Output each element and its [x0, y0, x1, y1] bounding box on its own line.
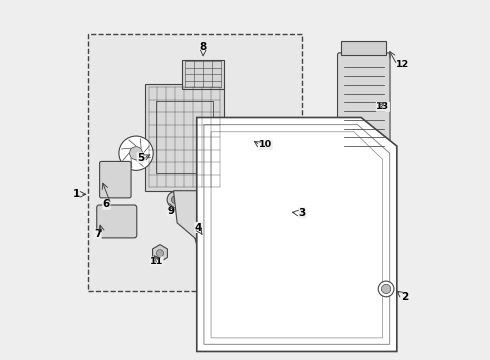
FancyBboxPatch shape [99, 161, 131, 198]
Circle shape [268, 208, 276, 216]
Bar [145, 84, 223, 191]
Bar [182, 60, 223, 89]
Circle shape [129, 147, 143, 160]
Text: 9: 9 [167, 206, 174, 216]
Circle shape [167, 192, 184, 208]
Text: 2: 2 [401, 292, 409, 302]
Bar [231, 125, 251, 153]
Circle shape [378, 281, 394, 297]
Text: 5: 5 [137, 153, 145, 163]
Text: 10: 10 [259, 140, 272, 149]
Text: 8: 8 [199, 42, 207, 52]
FancyBboxPatch shape [338, 53, 390, 159]
Text: 7: 7 [94, 229, 101, 239]
Circle shape [172, 196, 179, 203]
Text: 6: 6 [103, 199, 110, 209]
Bar [88, 33, 302, 291]
Circle shape [264, 204, 280, 220]
Text: 1: 1 [73, 189, 80, 199]
Text: 4: 4 [195, 222, 202, 233]
Circle shape [381, 284, 391, 294]
Polygon shape [193, 232, 217, 245]
FancyBboxPatch shape [97, 205, 137, 238]
Bar [156, 102, 213, 173]
Polygon shape [173, 191, 252, 244]
Text: 13: 13 [376, 102, 390, 111]
Circle shape [119, 136, 153, 170]
Bar [258, 200, 292, 225]
Text: 3: 3 [298, 208, 306, 218]
Polygon shape [197, 117, 397, 351]
Text: 11: 11 [150, 257, 163, 266]
Circle shape [156, 249, 164, 257]
Polygon shape [342, 41, 386, 55]
Polygon shape [152, 245, 168, 262]
Text: 12: 12 [396, 60, 410, 69]
